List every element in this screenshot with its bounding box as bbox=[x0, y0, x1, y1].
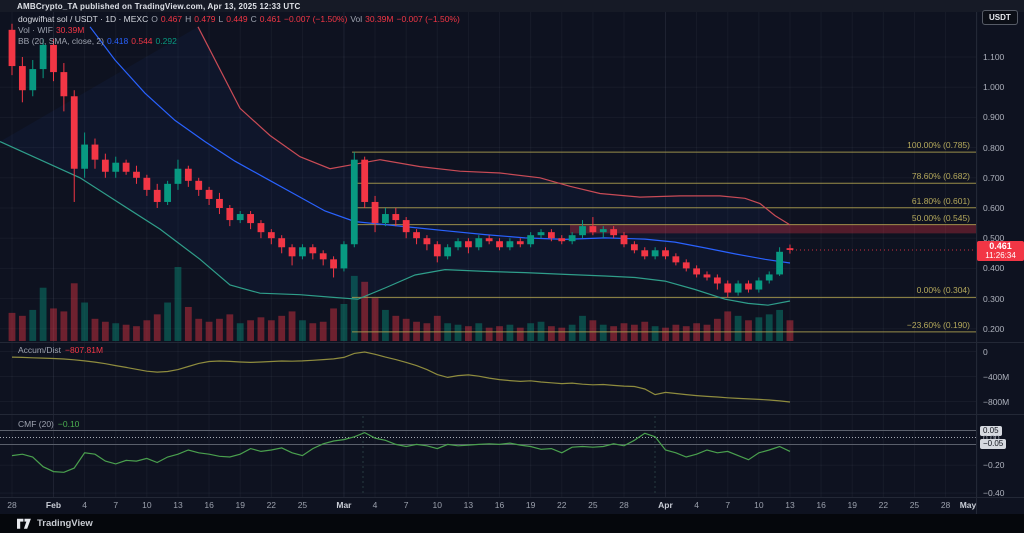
close-value: 0.461 bbox=[259, 13, 281, 24]
cmf-label: CMF (20) bbox=[18, 419, 54, 429]
open-label: O bbox=[151, 13, 158, 24]
time-axis-day-label: 10 bbox=[432, 500, 443, 510]
time-axis-day-label: 7 bbox=[403, 500, 409, 510]
open-value: 0.467 bbox=[160, 13, 183, 24]
time-axis-day-label: 13 bbox=[173, 500, 183, 510]
bb-study-label: BB (20, SMA, close, 2) bbox=[18, 35, 104, 46]
volume-study-value: 30.39M bbox=[55, 24, 85, 35]
time-axis-day-label: 16 bbox=[494, 500, 505, 510]
axis-tick-label: 0.800 bbox=[983, 142, 1005, 153]
bb-basis-value: 0.418 bbox=[106, 35, 129, 46]
time-axis-day-label: 19 bbox=[847, 500, 857, 510]
time-axis-month-label: Feb bbox=[45, 500, 62, 510]
time-axis-day-label: 4 bbox=[82, 500, 87, 510]
axis-tick-label: 0.600 bbox=[983, 203, 1005, 213]
volume-label: Vol bbox=[350, 13, 363, 24]
symbol-legend-row[interactable]: dogwifhat sol / USDT · 1D · MEXC O 0.467… bbox=[18, 13, 463, 24]
axis-tick-label: 0.00 bbox=[983, 432, 1000, 443]
axis-tick-label: −0.40 bbox=[983, 488, 1005, 499]
axis-tick-label: 0.400 bbox=[983, 263, 1005, 274]
time-axis-day-label: 16 bbox=[816, 500, 826, 510]
axis-line-badge: −0.05 bbox=[980, 439, 1007, 450]
axis-tick-label: 1.000 bbox=[983, 82, 1005, 93]
time-axis-month-label: Apr bbox=[658, 500, 673, 510]
time-axis-day-label: 19 bbox=[235, 500, 245, 510]
time-axis-day-label: 16 bbox=[204, 500, 214, 510]
time-axis-day-label: 28 bbox=[619, 500, 629, 510]
tradingview-logo-text: TradingView bbox=[37, 518, 93, 529]
time-axis-day-label: 19 bbox=[525, 500, 536, 510]
time-axis-day-label: 22 bbox=[266, 500, 277, 510]
time-axis-day-label: 22 bbox=[557, 500, 567, 510]
high-label: H bbox=[185, 13, 192, 24]
tradingview-logo-link[interactable]: TradingView bbox=[17, 518, 93, 530]
bb-upper-value: 0.544 bbox=[131, 35, 153, 46]
time-axis-day-label: 4 bbox=[694, 500, 699, 510]
time-axis-day-label: 25 bbox=[909, 500, 920, 510]
fib-level-label: 61.80% (0.601) bbox=[911, 195, 970, 206]
time-axis-day-label: 13 bbox=[463, 500, 474, 510]
last-price-value: 0.461 bbox=[989, 240, 1012, 251]
change-value: −0.007 (−1.50%) bbox=[283, 13, 348, 24]
axis-line-badge: 0.05 bbox=[980, 425, 1002, 436]
axis-tick-label: 0.200 bbox=[983, 323, 1005, 334]
close-label: C bbox=[250, 13, 257, 24]
fib-level-label: 0.00% (0.304) bbox=[916, 285, 970, 296]
currency-toggle-button[interactable]: USDT bbox=[982, 10, 1018, 25]
axis-tick-label: −400M bbox=[983, 371, 1010, 382]
low-value: 0.449 bbox=[226, 13, 248, 24]
fib-level-label: −23.60% (0.190) bbox=[906, 319, 970, 330]
fib-level-label: 78.60% (0.682) bbox=[911, 171, 970, 182]
change-value-2: −0.007 (−1.50%) bbox=[396, 13, 460, 24]
bar-countdown: 11:26:34 bbox=[985, 250, 1016, 260]
time-axis-day-label: 10 bbox=[142, 500, 152, 510]
low-label: L bbox=[218, 13, 224, 24]
time-axis-month-label: Mar bbox=[336, 500, 352, 510]
symbol-title: dogwifhat sol / USDT · 1D · MEXC bbox=[18, 13, 149, 24]
publish-header-text: AMBCrypto_TA published on TradingView.co… bbox=[17, 1, 301, 11]
time-axis-day-label: 25 bbox=[297, 500, 308, 510]
time-axis-month-label: May bbox=[959, 500, 977, 510]
axis-tick-label: 0.300 bbox=[983, 293, 1005, 304]
axis-tick-label: 1.100 bbox=[983, 52, 1005, 62]
price-axis[interactable]: USDT 1.100 1.000 0.900 0.800 0.700 0.600 0.500… bbox=[977, 0, 1024, 514]
time-axis-day-label: 22 bbox=[878, 500, 889, 510]
time-axis-day-label: 4 bbox=[372, 500, 378, 510]
time-axis[interactable]: 28 Feb 4 7 10 13 16 19 22 25 Mar 4 7 10 13 16 19 22 25 28 Ap… bbox=[0, 497, 1024, 514]
time-axis-day-label: 7 bbox=[113, 500, 119, 510]
publish-header: AMBCrypto_TA published on TradingView.co… bbox=[0, 0, 1024, 12]
axis-tick-label: −800M bbox=[983, 396, 1010, 407]
axis-tick-label: −0.20 bbox=[983, 460, 1005, 471]
volume-legend-row[interactable]: Vol · WIF 30.39M bbox=[18, 24, 463, 35]
time-axis-day-label: 10 bbox=[754, 500, 764, 510]
last-price-tag: 0.461 11:26:34 bbox=[977, 240, 1024, 261]
fib-level-label: 50.00% (0.545) bbox=[911, 212, 970, 223]
fib-level-label: 100.00% (0.785) bbox=[907, 140, 970, 151]
high-value: 0.479 bbox=[194, 13, 216, 24]
time-axis-day-label: 13 bbox=[785, 500, 795, 510]
time-axis-day-label: 28 bbox=[7, 500, 17, 510]
time-axis-day-label: 25 bbox=[588, 500, 598, 510]
accum-dist-label: Accum/Dist bbox=[18, 345, 61, 355]
bb-legend-row[interactable]: BB (20, SMA, close, 2) 0.418 0.544 0.292 bbox=[18, 35, 463, 46]
volume-study-label: Vol · WIF bbox=[18, 24, 53, 35]
cmf-value: −0.10 bbox=[57, 419, 80, 429]
cmf-legend[interactable]: CMF (20) −0.10 bbox=[18, 419, 83, 429]
axis-tick-label: 0.700 bbox=[983, 172, 1005, 183]
bb-lower-value: 0.292 bbox=[155, 35, 177, 46]
accum-dist-legend[interactable]: Accum/Dist −807.81M bbox=[18, 345, 107, 355]
volume-value: 30.39M bbox=[365, 13, 394, 24]
chart-legend: dogwifhat sol / USDT · 1D · MEXC O 0.467… bbox=[18, 13, 463, 46]
accum-dist-value: −807.81M bbox=[64, 345, 104, 355]
time-axis-day-label: 7 bbox=[725, 500, 731, 510]
time-axis-day-label: 28 bbox=[940, 500, 951, 510]
axis-tick-label: 0.900 bbox=[983, 112, 1005, 123]
footer-bar: TradingView bbox=[0, 514, 1024, 533]
axis-tick-label: 0 bbox=[983, 346, 988, 357]
tradingview-logo-icon bbox=[17, 518, 31, 529]
axis-tick-label: 0.500 bbox=[983, 233, 1005, 244]
